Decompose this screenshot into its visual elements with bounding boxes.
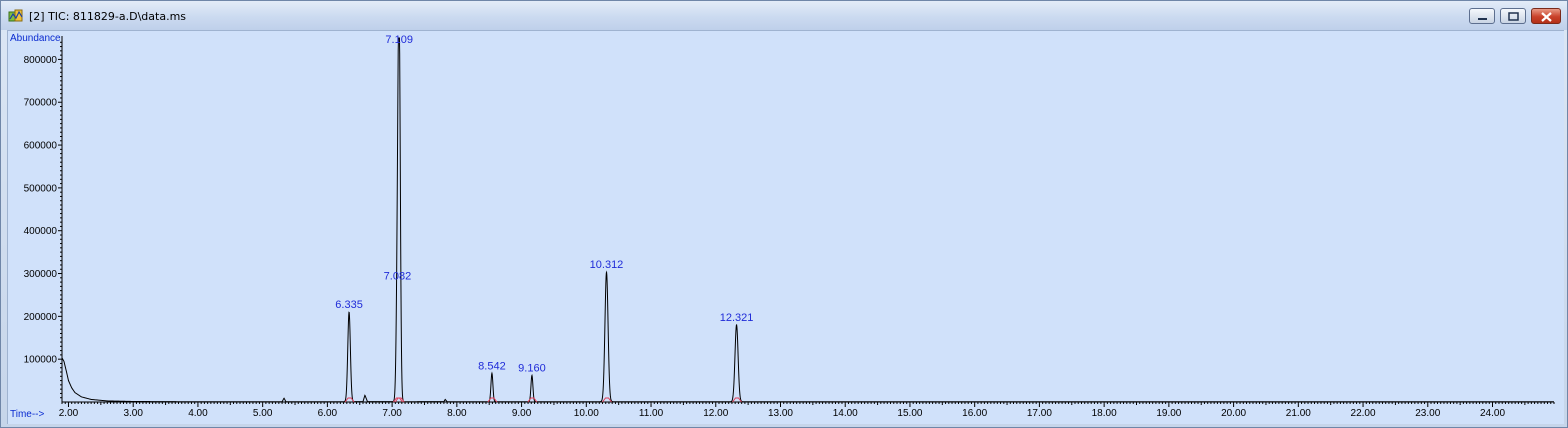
x-tick-label: 20.00 — [1221, 408, 1246, 419]
x-tick-label: 5.00 — [253, 408, 273, 419]
restore-button[interactable] — [1500, 8, 1526, 24]
x-tick-label: 9.00 — [512, 408, 532, 419]
peak-integration-mark — [602, 397, 612, 403]
minimize-icon — [1478, 18, 1487, 20]
x-tick-label: 24.00 — [1480, 408, 1505, 419]
peak-label: 9.160 — [518, 362, 546, 374]
x-tick-label: 21.00 — [1286, 408, 1311, 419]
peak-label: 12.321 — [720, 312, 754, 324]
y-tick-label: 700000 — [24, 98, 58, 109]
peak-integration-mark — [732, 397, 742, 403]
x-tick-label: 10.00 — [574, 408, 599, 419]
peak-label: 8.542 — [478, 360, 506, 372]
peak-label: 7.109 — [385, 34, 413, 46]
y-axis-title: Abundance — [10, 33, 61, 44]
x-axis-title: Time--> — [10, 409, 45, 420]
x-tick-label: 6.00 — [318, 408, 338, 419]
peak-integration-mark — [394, 397, 405, 403]
title-bar[interactable]: [2] TIC: 811829-a.D\data.ms — [1, 1, 1567, 30]
x-tick-label: 12.00 — [703, 408, 728, 419]
peak-integration-mark — [527, 397, 538, 403]
x-tick-label: 22.00 — [1351, 408, 1376, 419]
x-tick-label: 8.00 — [447, 408, 467, 419]
y-tick-label: 500000 — [24, 183, 58, 194]
x-tick-label: 13.00 — [768, 408, 793, 419]
minimize-button[interactable] — [1469, 8, 1495, 24]
y-tick-label: 100000 — [24, 355, 58, 366]
y-tick-label: 800000 — [24, 55, 58, 66]
x-tick-label: 19.00 — [1156, 408, 1181, 419]
peak-integration-mark — [344, 397, 355, 403]
y-tick-label: 400000 — [24, 226, 58, 237]
x-tick-label: 2.00 — [59, 408, 79, 419]
close-icon — [1541, 12, 1552, 22]
x-tick-label: 3.00 — [123, 408, 143, 419]
restore-icon — [1508, 12, 1519, 21]
x-tick-label: 15.00 — [897, 408, 922, 419]
x-tick-label: 11.00 — [639, 408, 664, 419]
peak-label: 7.082 — [384, 270, 412, 282]
x-tick-label: 14.00 — [833, 408, 858, 419]
close-button[interactable] — [1531, 8, 1561, 24]
y-tick-label: 600000 — [24, 141, 58, 152]
plot-area[interactable]: 100000 200000 300000 400000 500000 600000 7000… — [7, 30, 1564, 424]
peak-integration-mark — [487, 397, 498, 403]
x-tick-label: 17.00 — [1027, 408, 1052, 419]
peak-label: 10.312 — [590, 259, 624, 271]
chromatogram-app-icon — [8, 9, 23, 22]
x-tick-label: 4.00 — [188, 408, 208, 419]
tic-chromatogram: 100000 200000 300000 400000 500000 600000 7000… — [10, 33, 1555, 420]
tic-trace-line — [61, 37, 1554, 403]
window-title: [2] TIC: 811829-a.D\data.ms — [29, 10, 187, 23]
y-tick-label: 200000 — [24, 312, 58, 323]
x-tick-label: 23.00 — [1415, 408, 1440, 419]
x-tick-label: 7.00 — [382, 408, 402, 419]
x-tick-label: 16.00 — [962, 408, 987, 419]
y-tick-label: 300000 — [24, 269, 58, 280]
peak-label: 6.335 — [335, 299, 363, 311]
x-tick-label: 18.00 — [1092, 408, 1117, 419]
